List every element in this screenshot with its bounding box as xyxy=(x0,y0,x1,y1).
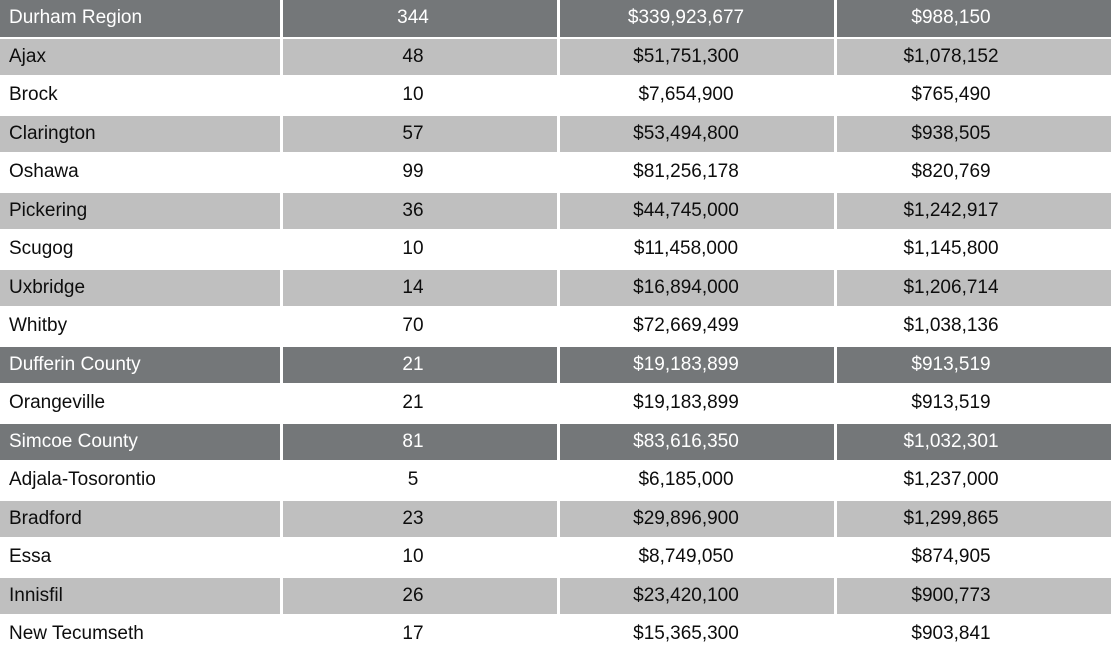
sales-count-cell: 23 xyxy=(280,500,557,537)
dollar-volume-cell: $44,745,000 xyxy=(557,192,834,229)
sales-count-cell: 81 xyxy=(280,423,557,460)
municipality-name-cell: Orangeville xyxy=(9,392,106,414)
table-row: Bradford 23 $29,896,900 $1,299,865 xyxy=(0,500,1111,539)
sales-count-cell: 5 xyxy=(280,462,557,499)
average-price-cell: $1,145,800 xyxy=(834,231,1111,268)
dollar-volume-cell: $81,256,178 xyxy=(557,154,834,191)
sales-count-cell: 10 xyxy=(280,231,557,268)
municipality-name-cell: Bradford xyxy=(9,507,82,529)
table-row: Innisfil 26 $23,420,100 $900,773 xyxy=(0,577,1111,616)
dollar-volume-cell: $8,749,050 xyxy=(557,539,834,576)
dollar-volume-cell: $51,751,300 xyxy=(557,38,834,75)
dollar-volume-cell: $19,183,899 xyxy=(557,385,834,422)
dollar-volume-cell: $72,669,499 xyxy=(557,308,834,345)
dollar-volume-cell: $6,185,000 xyxy=(557,462,834,499)
average-price-cell: $1,038,136 xyxy=(834,308,1111,345)
average-price-cell: $903,841 xyxy=(834,616,1111,653)
average-price-cell: $938,505 xyxy=(834,115,1111,152)
average-price-cell: $1,206,714 xyxy=(834,269,1111,306)
table-row: Pickering 36 $44,745,000 $1,242,917 xyxy=(0,192,1111,231)
table-row: New Tecumseth 17 $15,365,300 $903,841 xyxy=(0,616,1111,655)
municipality-name-cell: Oshawa xyxy=(9,161,79,183)
table-row: Scugog 10 $11,458,000 $1,145,800 xyxy=(0,231,1111,270)
table-row: Clarington 57 $53,494,800 $938,505 xyxy=(0,115,1111,154)
municipality-name-cell: Essa xyxy=(9,546,52,568)
table-row: Dufferin County 21 $19,183,899 $913,519 xyxy=(0,346,1111,385)
average-price-cell: $1,242,917 xyxy=(834,192,1111,229)
average-price-cell: $1,237,000 xyxy=(834,462,1111,499)
table-row: Whitby 70 $72,669,499 $1,038,136 xyxy=(0,308,1111,347)
sales-count-cell: 70 xyxy=(280,308,557,345)
municipality-name-cell: Innisfil xyxy=(9,584,63,606)
table-row: Durham Region 344 $339,923,677 $988,150 xyxy=(0,0,1111,39)
table-row: Orangeville 21 $19,183,899 $913,519 xyxy=(0,385,1111,424)
sales-count-cell: 17 xyxy=(280,616,557,653)
dollar-volume-cell: $23,420,100 xyxy=(557,577,834,614)
municipality-name-cell: Uxbridge xyxy=(9,276,86,298)
dollar-volume-cell: $11,458,000 xyxy=(557,231,834,268)
dollar-volume-cell: $15,365,300 xyxy=(557,616,834,653)
municipality-name-cell: Adjala-Tosorontio xyxy=(9,469,156,491)
table-row: Simcoe County 81 $83,616,350 $1,032,301 xyxy=(0,423,1111,462)
municipality-name-cell: Clarington xyxy=(9,122,96,144)
average-price-cell: $1,078,152 xyxy=(834,38,1111,75)
dollar-volume-cell: $83,616,350 xyxy=(557,423,834,460)
sales-count-cell: 26 xyxy=(280,577,557,614)
sales-count-cell: 99 xyxy=(280,154,557,191)
average-price-cell: $765,490 xyxy=(834,77,1111,114)
municipality-name-cell: New Tecumseth xyxy=(9,623,144,645)
average-price-cell: $1,032,301 xyxy=(834,423,1111,460)
table-row: Essa 10 $8,749,050 $874,905 xyxy=(0,539,1111,578)
sales-count-cell: 21 xyxy=(280,346,557,383)
average-price-cell: $913,519 xyxy=(834,346,1111,383)
municipality-name-cell: Scugog xyxy=(9,238,74,260)
sales-count-cell: 344 xyxy=(280,0,557,37)
sales-count-cell: 57 xyxy=(280,115,557,152)
municipality-name-cell: Pickering xyxy=(9,199,88,221)
dollar-volume-cell: $339,923,677 xyxy=(557,0,834,37)
municipality-name-cell: Dufferin County xyxy=(9,353,141,375)
municipality-name-cell: Simcoe County xyxy=(9,430,138,452)
sales-count-cell: 36 xyxy=(280,192,557,229)
dollar-volume-cell: $16,894,000 xyxy=(557,269,834,306)
municipality-name-cell: Whitby xyxy=(9,315,68,337)
average-price-cell: $820,769 xyxy=(834,154,1111,191)
sales-count-cell: 48 xyxy=(280,38,557,75)
dollar-volume-cell: $29,896,900 xyxy=(557,500,834,537)
table-row: Brock 10 $7,654,900 $765,490 xyxy=(0,77,1111,116)
table-row: Ajax 48 $51,751,300 $1,078,152 xyxy=(0,38,1111,77)
dollar-volume-cell: $7,654,900 xyxy=(557,77,834,114)
table-row: Oshawa 99 $81,256,178 $820,769 xyxy=(0,154,1111,193)
sales-count-cell: 10 xyxy=(280,77,557,114)
sales-count-cell: 14 xyxy=(280,269,557,306)
average-price-cell: $874,905 xyxy=(834,539,1111,576)
dollar-volume-cell: $19,183,899 xyxy=(557,346,834,383)
sales-count-cell: 10 xyxy=(280,539,557,576)
municipality-name-cell: Ajax xyxy=(9,45,46,67)
municipality-name-cell: Durham Region xyxy=(9,7,143,29)
average-price-cell: $900,773 xyxy=(834,577,1111,614)
table-row: Uxbridge 14 $16,894,000 $1,206,714 xyxy=(0,269,1111,308)
average-price-cell: $1,299,865 xyxy=(834,500,1111,537)
average-price-cell: $988,150 xyxy=(834,0,1111,37)
dollar-volume-cell: $53,494,800 xyxy=(557,115,834,152)
municipality-name-cell: Brock xyxy=(9,84,58,106)
average-price-cell: $913,519 xyxy=(834,385,1111,422)
sales-count-cell: 21 xyxy=(280,385,557,422)
table-row: Adjala-Tosorontio 5 $6,185,000 $1,237,00… xyxy=(0,462,1111,501)
